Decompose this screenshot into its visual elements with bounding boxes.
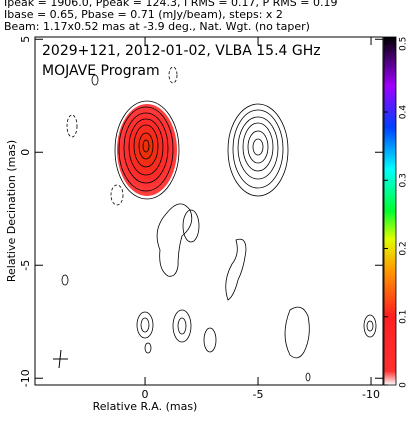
y-tick-label: -5 (19, 260, 32, 271)
contour (136, 311, 154, 339)
contour (237, 116, 279, 180)
contour (203, 327, 217, 353)
contours (53, 66, 377, 382)
colorbar-tick-label: 0.4 (399, 105, 409, 120)
colorbar-tick-label: 0.1 (399, 310, 409, 324)
contour (363, 314, 377, 338)
contour (156, 203, 193, 277)
y-axis-label: Relative Decination (mas) (5, 140, 18, 282)
header-line: Ipeak = 1906.0, Ppeak = 124.3, I RMS = 0… (4, 0, 338, 9)
contour (118, 106, 174, 192)
contour (91, 74, 99, 86)
contour (133, 124, 159, 168)
contour (177, 317, 187, 335)
x-tick-label: 0 (142, 388, 149, 401)
contour (252, 138, 264, 156)
colorbar (383, 36, 397, 386)
contour (114, 100, 180, 200)
contour (138, 132, 154, 160)
x-tick-label: -10 (362, 388, 380, 401)
contour (140, 317, 150, 333)
contour (144, 342, 152, 354)
colorbar-tick-label: 0 (399, 382, 409, 388)
core-emission (117, 104, 177, 196)
x-tick-label: -5 (253, 388, 264, 401)
chart-title: 2029+121, 2012-01-02, VLBA 15.4 GHz (42, 43, 321, 59)
contour (242, 122, 274, 172)
y-tick-label: -10 (19, 369, 32, 387)
chart-subtitle: MOJAVE Program (42, 63, 160, 79)
contour (182, 209, 200, 243)
x-axis-label: Relative R.A. (mas) (93, 400, 198, 413)
contour (61, 274, 69, 286)
contour (142, 139, 150, 153)
colorbar-tick-label: 0.2 (399, 241, 409, 255)
contour (128, 118, 164, 176)
contour (66, 114, 78, 138)
colorbar-tick-label: 0.5 (399, 37, 409, 51)
contour (247, 130, 269, 164)
contour (232, 109, 284, 189)
contour (225, 238, 247, 301)
y-tick-label: 0 (19, 149, 32, 156)
contour (172, 309, 192, 343)
y-tick-label: 5 (19, 36, 32, 43)
contour (123, 112, 169, 184)
beam (58, 349, 62, 369)
contour (110, 184, 124, 206)
contour (366, 320, 374, 332)
contour (305, 372, 311, 382)
header-line: Beam: 1.17x0.52 mas at -3.9 deg., Nat. W… (4, 20, 310, 33)
contour (284, 306, 310, 359)
colorbar-tick-label: 0.3 (399, 173, 409, 187)
plot-frame (34, 36, 384, 386)
contour (168, 66, 178, 84)
header-line: Ibase = 0.65, Pbase = 0.71 (mJy/beam), s… (4, 8, 283, 21)
contour (227, 103, 289, 197)
